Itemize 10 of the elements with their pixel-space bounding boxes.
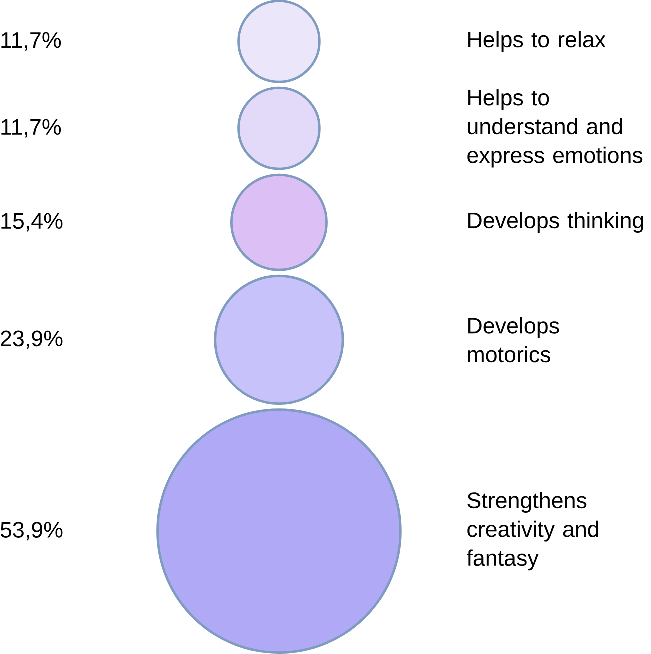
category-label: Helps to relax xyxy=(468,31,606,52)
data-label: 11,7% xyxy=(2,119,62,138)
category-label: Helps to understand and express emotions xyxy=(468,89,643,168)
data-label: 53,9% xyxy=(1,522,63,541)
category-label: Develops thinking xyxy=(468,212,644,234)
data-label: 23,9% xyxy=(1,330,63,350)
data-label: 11,7% xyxy=(2,32,62,51)
data-label: 15,4% xyxy=(2,213,63,232)
category-label: Develops motorics xyxy=(468,317,560,363)
category-label: Strengthens creativity and fantasy xyxy=(467,492,599,571)
